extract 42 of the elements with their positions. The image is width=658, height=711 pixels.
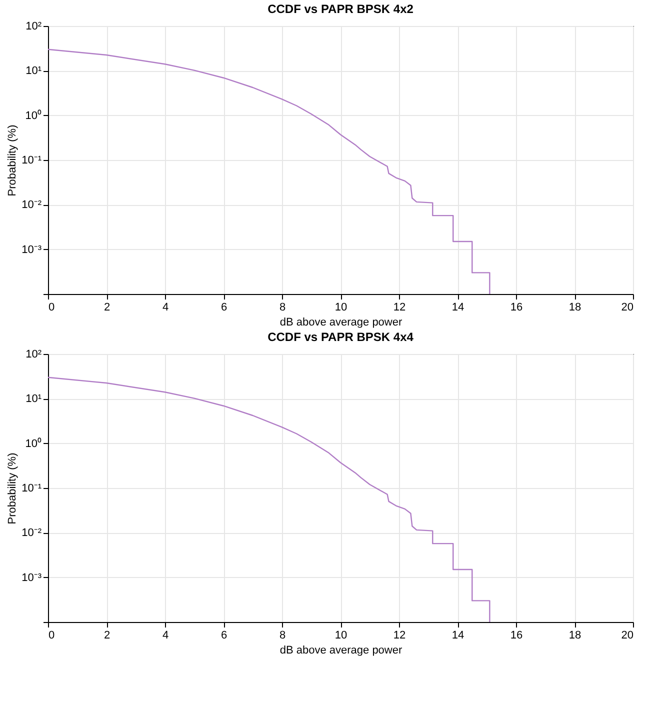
x-tick-label: 2 [104,630,110,642]
x-tick-label: 18 [568,630,582,642]
y-axis-title: Probability (%) [6,452,19,524]
y-tick-label: 10⁻³ [22,244,42,256]
x-tick-label: 8 [279,630,286,642]
y-tick-label: 10⁻³ [22,572,42,584]
x-tick-label: 14 [452,302,464,314]
chart-title: CCDF vs PAPR BPSK 4x4 [268,330,414,344]
line-series [47,48,490,295]
x-tick-label: 20 [621,302,634,314]
x-tick-label: 10 [334,630,348,642]
y-tick-label: 10⁻² [22,527,42,540]
y-tick-label: 10⁻² [22,199,42,212]
y-tick-label: 10⁻¹ [22,154,42,166]
x-tick-label: 0 [48,630,55,642]
x-tick-label: 4 [162,302,169,314]
x-tick-label: 2 [104,302,110,314]
y-tick-label: 10¹ [26,65,42,78]
x-tick-label: 10 [334,302,348,314]
x-tick-label: 4 [162,630,169,642]
x-axis-title: dB above average power [280,644,402,656]
x-tick-label: 14 [452,630,464,642]
x-tick-label: 6 [220,302,228,314]
line-series [47,376,490,623]
y-tick-label: 10¹ [26,393,42,406]
x-tick-label: 0 [48,302,55,314]
y-tick-label: 10² [26,20,42,32]
x-tick-label: 8 [279,302,286,314]
x-tick-label: 12 [393,630,406,642]
y-axis-title: Probability (%) [6,124,19,196]
y-tick-label: 10² [26,348,42,360]
x-tick-label: 12 [393,302,406,314]
y-tick-label: 10⁻¹ [22,482,42,494]
x-axis-title: dB above average power [280,316,402,328]
x-tick-label: 16 [510,630,523,642]
chart-title: CCDF vs PAPR BPSK 4x2 [268,2,414,16]
x-tick-label: 20 [621,630,634,642]
x-tick-label: 16 [510,302,523,314]
y-tick-label: 10⁰ [25,108,42,122]
x-tick-label: 18 [568,302,582,314]
x-tick-label: 6 [220,630,228,642]
y-tick-label: 10⁰ [25,436,42,450]
